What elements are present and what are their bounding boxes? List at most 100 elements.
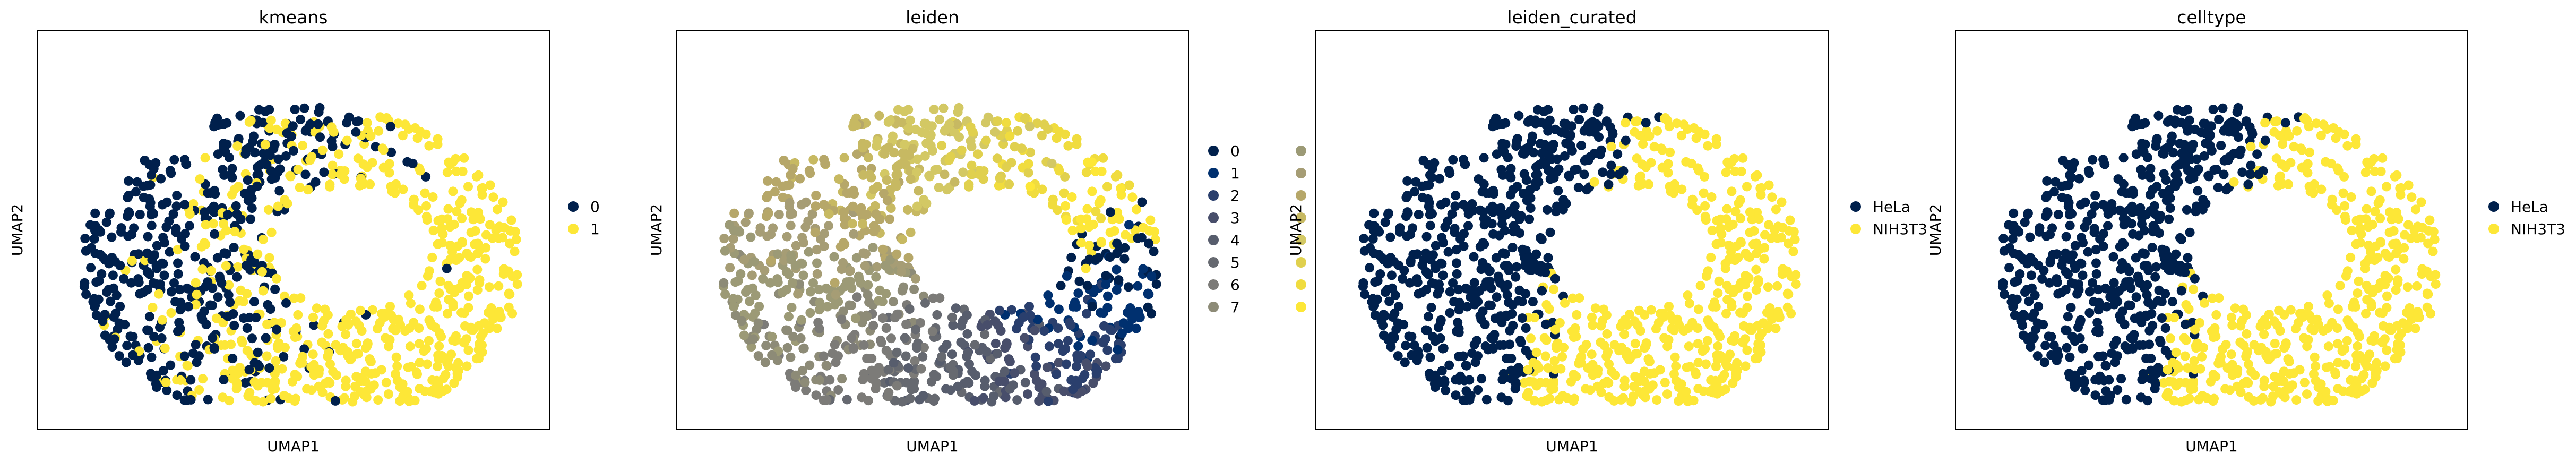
scatter-point bbox=[1087, 186, 1097, 196]
scatter-point bbox=[412, 133, 423, 143]
scatter-point bbox=[1492, 292, 1502, 302]
scatter-point bbox=[393, 118, 403, 129]
scatter-point bbox=[1549, 284, 1559, 294]
scatter-point bbox=[805, 308, 815, 318]
scatter-point bbox=[200, 207, 210, 217]
scatter-point bbox=[1469, 252, 1479, 262]
scatter-point bbox=[309, 370, 319, 380]
scatter-point bbox=[2118, 207, 2128, 217]
scatter-point bbox=[1433, 289, 1443, 299]
scatter-point bbox=[1081, 263, 1091, 273]
scatter-point bbox=[1730, 254, 1741, 264]
scatter-point bbox=[1360, 289, 1370, 300]
scatter-point bbox=[1083, 361, 1093, 371]
scatter-point bbox=[1034, 396, 1044, 406]
scatter-point bbox=[1545, 227, 1555, 237]
scatter-point bbox=[197, 314, 208, 324]
scatter-point bbox=[165, 166, 175, 176]
scatter-point bbox=[849, 229, 859, 239]
scatter-point bbox=[1526, 203, 1536, 213]
scatter-point bbox=[258, 286, 268, 296]
scatter-point bbox=[840, 220, 850, 230]
scatter-point bbox=[2160, 261, 2169, 270]
scatter-point bbox=[1487, 201, 1497, 211]
scatter-point bbox=[1030, 326, 1039, 336]
scatter-point bbox=[463, 182, 473, 192]
scatter-point bbox=[2260, 135, 2270, 146]
scatter-point bbox=[1092, 366, 1102, 376]
scatter-point bbox=[293, 165, 303, 175]
scatter-point bbox=[169, 278, 179, 288]
scatter-point bbox=[2000, 289, 2010, 300]
scatter-point bbox=[2366, 302, 2376, 311]
scatter-point bbox=[1722, 361, 1733, 371]
scatter-point bbox=[1138, 223, 1148, 233]
scatter-point bbox=[891, 181, 901, 191]
scatter-point bbox=[2310, 352, 2320, 362]
scatter-point bbox=[2101, 302, 2112, 312]
scatter-point bbox=[1487, 219, 1497, 229]
scatter-point bbox=[171, 227, 181, 237]
scatter-point bbox=[181, 159, 191, 169]
scatter-point bbox=[1412, 274, 1422, 284]
scatter-point bbox=[1407, 350, 1417, 360]
scatter-point bbox=[1006, 305, 1016, 315]
scatter-point bbox=[456, 195, 467, 205]
scatter-point bbox=[1149, 227, 1159, 237]
scatter-point bbox=[265, 123, 275, 133]
scatter-point bbox=[324, 348, 334, 358]
scatter-point bbox=[851, 253, 861, 263]
scatter-point bbox=[180, 241, 190, 251]
scatter-point bbox=[98, 316, 108, 326]
scatter-point bbox=[2182, 204, 2192, 215]
scatter-point bbox=[871, 384, 881, 393]
scatter-point bbox=[2176, 234, 2186, 244]
scatter-point bbox=[223, 311, 233, 321]
scatter-point bbox=[2375, 307, 2385, 318]
scatter-point bbox=[1540, 351, 1550, 361]
scatter-point bbox=[2423, 289, 2432, 300]
scatter-point bbox=[152, 382, 161, 392]
scatter-point bbox=[1023, 389, 1032, 399]
scatter-point bbox=[2380, 361, 2390, 371]
scatter-point bbox=[1664, 122, 1674, 132]
scatter-point bbox=[897, 117, 907, 127]
scatter-point bbox=[2099, 229, 2108, 239]
scatter-point bbox=[2078, 343, 2088, 353]
scatter-point bbox=[2232, 107, 2242, 117]
scatter-point bbox=[1725, 349, 1735, 360]
scatter-point bbox=[142, 267, 152, 277]
scatter-point bbox=[2093, 305, 2104, 315]
scatter-point bbox=[2316, 379, 2326, 389]
scatter-point bbox=[2218, 344, 2228, 354]
scatter-point bbox=[745, 296, 755, 306]
legend-marker bbox=[1850, 224, 1861, 234]
scatter-point bbox=[1369, 208, 1379, 218]
scatter-point bbox=[1365, 263, 1375, 273]
scatter-point bbox=[398, 184, 408, 194]
scatter-point bbox=[1419, 255, 1429, 266]
scatter-point bbox=[1707, 192, 1717, 202]
scatter-point bbox=[420, 188, 430, 198]
scatter-point bbox=[412, 369, 422, 379]
scatter-point bbox=[910, 273, 920, 284]
scatter-point bbox=[2023, 208, 2033, 218]
scatter-point bbox=[166, 360, 176, 370]
scatter-point bbox=[2080, 222, 2090, 232]
legend-marker bbox=[2488, 201, 2499, 212]
scatter-point bbox=[1720, 263, 1730, 273]
scatter-point bbox=[126, 278, 136, 288]
scatter-point bbox=[414, 323, 424, 333]
scatter-point bbox=[872, 141, 882, 151]
scatter-point bbox=[2227, 312, 2236, 322]
scatter-point bbox=[930, 393, 940, 404]
scatter-point bbox=[1386, 270, 1397, 280]
scatter-point bbox=[248, 131, 259, 141]
scatter-point bbox=[2075, 333, 2085, 343]
scatter-point bbox=[868, 320, 878, 330]
scatter-point bbox=[1026, 147, 1036, 157]
scatter-point bbox=[1518, 313, 1527, 323]
scatter-point bbox=[2254, 169, 2264, 179]
